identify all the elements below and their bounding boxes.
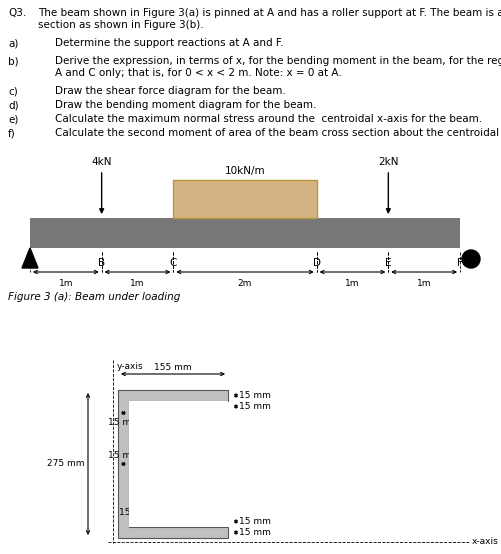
Text: section as shown in Figure 3(b).: section as shown in Figure 3(b). [38,20,203,30]
Text: 1m: 1m [345,279,359,288]
Text: F: F [456,258,462,268]
Text: 275 mm: 275 mm [48,459,85,469]
Text: A and C only; that is, for 0 < x < 2 m. Note: x = 0 at A.: A and C only; that is, for 0 < x < 2 m. … [55,68,341,78]
Text: y-axis: y-axis [117,362,143,371]
Polygon shape [118,390,227,538]
Text: d): d) [8,100,19,110]
Text: A: A [27,258,34,268]
Bar [173,180,316,218]
Text: f): f) [8,128,16,138]
Text: Draw the shear force diagram for the beam.: Draw the shear force diagram for the bea… [55,86,285,96]
Text: 15 mm: 15 mm [238,391,271,400]
Text: The beam shown in Figure 3(a) is pinned at A and has a roller support at F. The : The beam shown in Figure 3(a) is pinned … [38,8,501,18]
Text: 1m: 1m [416,279,430,288]
Circle shape [461,250,479,268]
Text: 15 mm: 15 mm [107,418,139,427]
Text: x-axis: x-axis [471,537,498,546]
Text: 2m: 2m [237,279,252,288]
Text: 15 mm: 15 mm [118,508,150,517]
Text: 15 mm: 15 mm [238,528,271,537]
Text: 1m: 1m [130,279,144,288]
Text: Determine the support reactions at A and F.: Determine the support reactions at A and… [55,38,283,48]
Text: e): e) [8,114,19,124]
Text: E: E [384,258,391,268]
Text: 2kN: 2kN [377,157,398,167]
Text: Calculate the second moment of area of the beam cross section about the centroid: Calculate the second moment of area of t… [55,128,501,138]
Text: 15 mm: 15 mm [238,517,271,526]
Text: 1m: 1m [59,279,73,288]
Text: a): a) [8,38,19,48]
Text: Draw the bending moment diagram for the beam.: Draw the bending moment diagram for the … [55,100,316,110]
Text: 4kN: 4kN [91,157,112,167]
Polygon shape [22,248,38,268]
Bar [30,218,459,248]
Text: 15 mm: 15 mm [107,451,139,460]
Text: 10kN/m: 10kN/m [224,166,265,176]
Text: C: C [169,258,177,268]
Text: c): c) [8,86,18,96]
Text: Derive the expression, in terms of x, for the bending moment in the beam, for th: Derive the expression, in terms of x, fo… [55,56,501,66]
Polygon shape [129,401,227,527]
Text: Figure 3 (a): Beam under loading: Figure 3 (a): Beam under loading [8,292,180,302]
Text: D: D [312,258,320,268]
Text: Q3.: Q3. [8,8,26,18]
Text: 15 mm: 15 mm [238,402,271,411]
Text: 155 mm: 155 mm [154,363,191,372]
Text: B: B [98,258,105,268]
Text: b): b) [8,56,19,66]
Text: Calculate the maximum normal stress around the  centroidal x-axis for the beam.: Calculate the maximum normal stress arou… [55,114,481,124]
